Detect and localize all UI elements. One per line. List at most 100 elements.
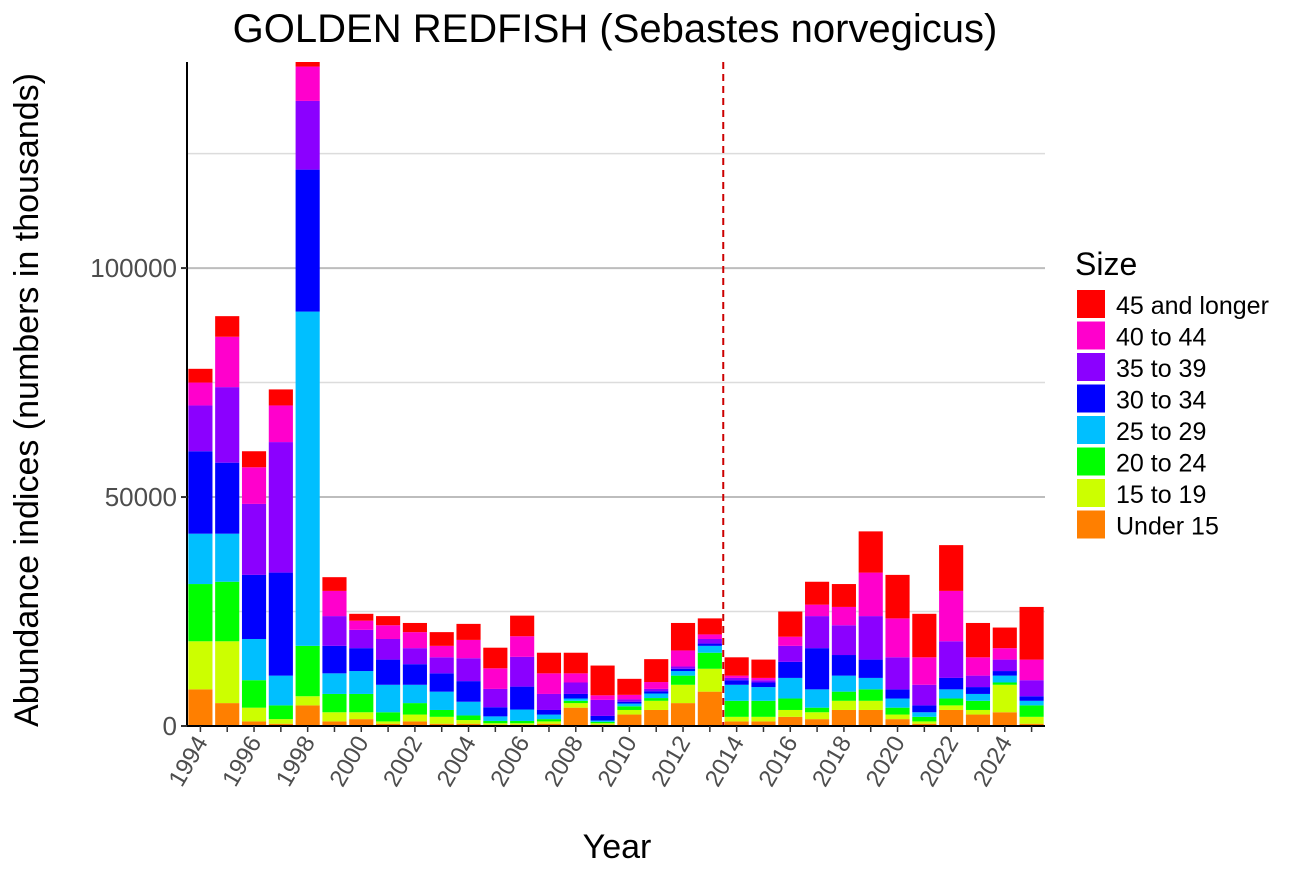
- bar-segment: [295, 696, 320, 706]
- bar-segment: [778, 698, 803, 710]
- bar-segment: [831, 625, 856, 656]
- bar-segment: [885, 618, 910, 658]
- bar-segment: [241, 467, 267, 504]
- bar-segment: [483, 720, 508, 724]
- bar-segment: [831, 584, 856, 607]
- bar-segment: [885, 698, 910, 708]
- bar-segment: [670, 622, 696, 651]
- bar-segment: [510, 723, 535, 725]
- bar-segment: [241, 707, 267, 722]
- bar-segment: [697, 691, 722, 726]
- bar-segment: [349, 693, 374, 713]
- bar-segment: [483, 707, 508, 717]
- bar-segment: [858, 659, 883, 678]
- bar-segment: [805, 581, 830, 605]
- bar-segment: [563, 698, 588, 701]
- bar-segment: [724, 716, 749, 722]
- bar-segment: [697, 652, 722, 669]
- bar-segment: [268, 705, 293, 720]
- bar-segment: [805, 648, 830, 690]
- bar-segment: [376, 721, 401, 724]
- bar-segment: [724, 677, 749, 681]
- bar-segment: [349, 629, 374, 649]
- bar-segment: [563, 703, 588, 708]
- bar-segment: [536, 714, 562, 720]
- bar-segment: [536, 723, 562, 726]
- bar-segment: [724, 680, 749, 685]
- bar-segment: [456, 723, 481, 726]
- bar-segment: [965, 714, 991, 726]
- bar-segment: [376, 616, 401, 626]
- bar-segment: [322, 616, 347, 646]
- bar-segment: [322, 712, 347, 722]
- legend-label: 25 to 29: [1116, 418, 1206, 446]
- bar-segment: [939, 590, 964, 642]
- bar-segment: [670, 684, 696, 704]
- bar-segment: [536, 719, 562, 722]
- bar-segment: [456, 720, 481, 724]
- bar-segment: [778, 636, 803, 646]
- bar-segment: [697, 645, 722, 653]
- bar-segment: [912, 705, 937, 713]
- bar-segment: [724, 684, 749, 701]
- bar-segment: [295, 645, 320, 697]
- legend-swatch: [1077, 384, 1105, 413]
- bar-segment: [751, 687, 776, 701]
- y-tick-label: 100000: [90, 253, 177, 283]
- bar-segment: [510, 686, 535, 710]
- bar-segment: [885, 574, 910, 619]
- bar-segment: [831, 691, 856, 701]
- bar-segment: [1019, 700, 1044, 706]
- bar-segment: [429, 632, 454, 646]
- bar-segment: [536, 673, 562, 694]
- bar-segment: [268, 719, 293, 724]
- legend: Size 45 and longer 40 to 44 35 to 39 30 to …: [1075, 246, 1269, 541]
- bar-segment: [965, 693, 991, 701]
- legend-swatch: [1077, 416, 1105, 444]
- bar-segment: [831, 655, 856, 676]
- bar-segment: [322, 590, 347, 617]
- y-tick-label: 0: [163, 711, 177, 741]
- bar-segment: [402, 684, 427, 704]
- bar-segment: [563, 652, 588, 674]
- bar-segment: [1019, 680, 1044, 697]
- bar-segment: [805, 604, 830, 617]
- bar-segment: [912, 712, 937, 717]
- bar-segment: [188, 451, 213, 534]
- bar-segment: [1019, 606, 1044, 660]
- bar-segment: [429, 657, 454, 674]
- legend-label: 30 to 34: [1116, 387, 1206, 415]
- bar-segment: [456, 715, 481, 721]
- bar-segment: [831, 709, 856, 726]
- legend-label: 40 to 44: [1116, 324, 1206, 352]
- bar-segment: [778, 661, 803, 678]
- bar-segment: [858, 700, 883, 710]
- bar-segment: [751, 716, 776, 722]
- bar-segment: [563, 693, 588, 699]
- bar-segment: [429, 723, 454, 726]
- bar-segment: [751, 700, 776, 717]
- bar-segment: [965, 675, 991, 688]
- bar-segment: [536, 721, 562, 724]
- bars: [188, 62, 1044, 726]
- bar-segment: [295, 705, 320, 726]
- bar-segment: [805, 707, 830, 713]
- bar-segment: [215, 581, 240, 642]
- bar-segment: [939, 709, 964, 726]
- bar-segment: [965, 657, 991, 676]
- bar-segment: [644, 709, 669, 726]
- bar-segment: [697, 643, 722, 646]
- bar-segment: [241, 503, 267, 575]
- bar-segment: [992, 684, 1017, 713]
- bar-segment: [858, 677, 883, 690]
- bar-segment: [644, 688, 669, 692]
- legend-swatch: [1077, 510, 1105, 539]
- bar-segment: [295, 62, 320, 67]
- bar-segment: [805, 719, 830, 726]
- bar-segment: [912, 613, 937, 658]
- bar-segment: [456, 639, 481, 659]
- bar-segment: [429, 709, 454, 717]
- bar-segment: [1019, 696, 1044, 701]
- bar-segment: [912, 716, 937, 722]
- bar-segment: [563, 700, 588, 704]
